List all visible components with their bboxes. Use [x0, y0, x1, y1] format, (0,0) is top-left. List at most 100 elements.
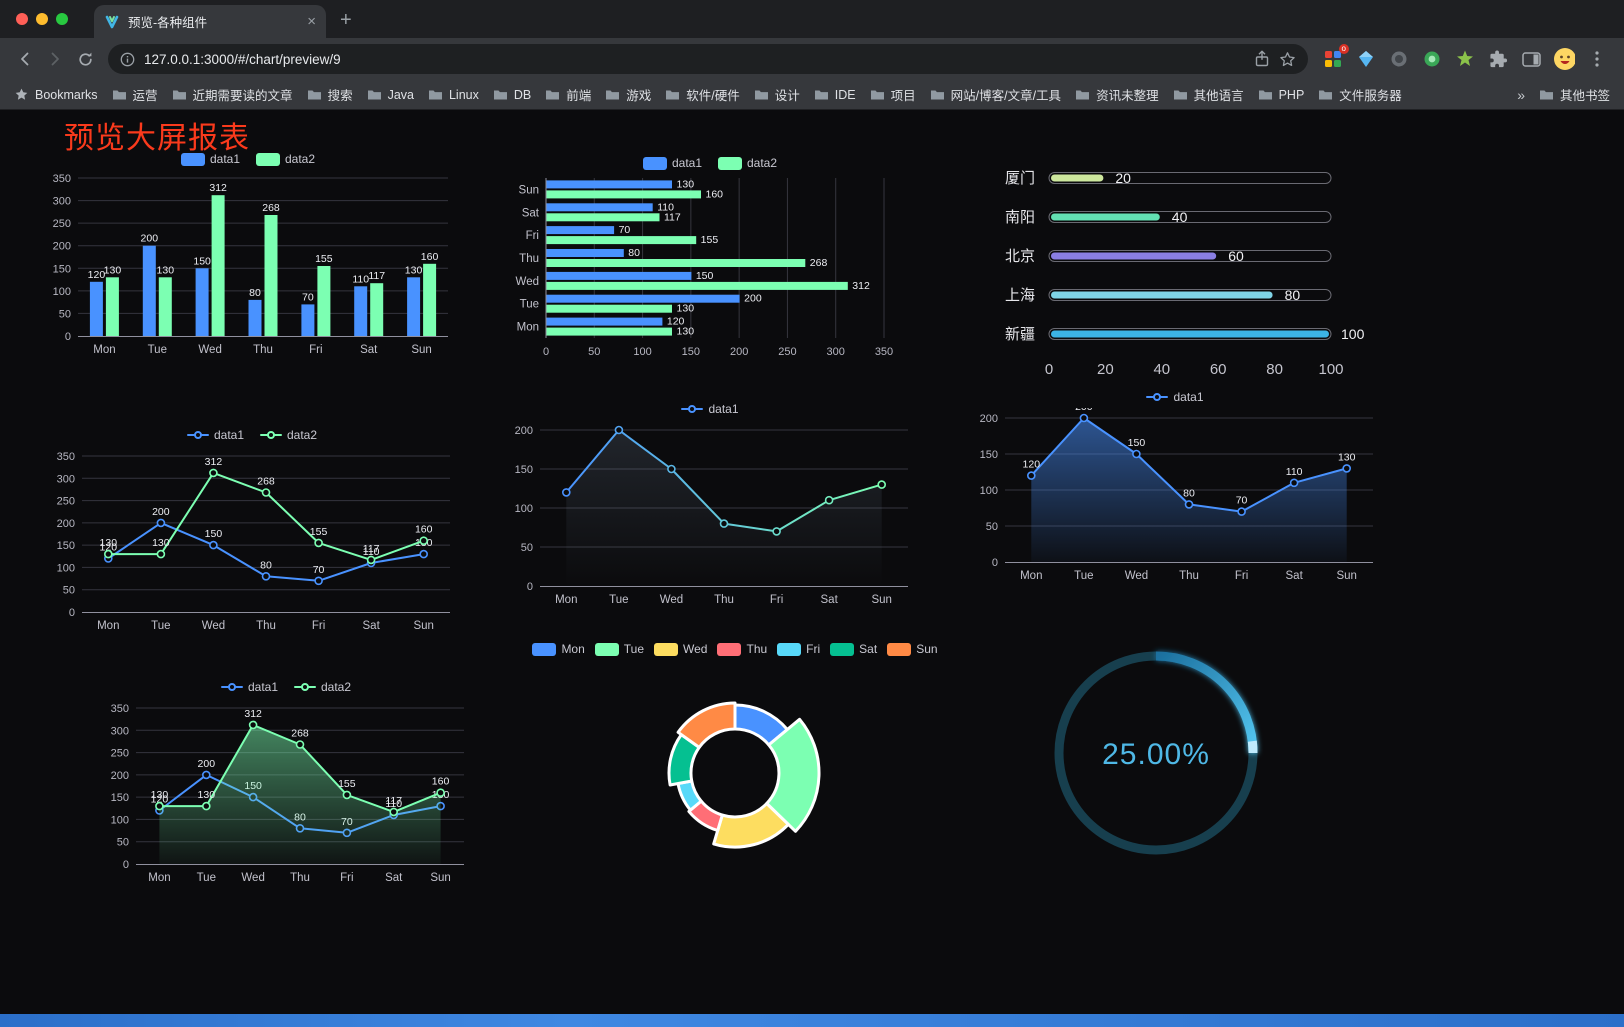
bookmark-folder[interactable]: DB — [493, 88, 531, 102]
close-window-button[interactable] — [16, 13, 28, 25]
area-line-chart[interactable]: data1 0 50 100 150 200 Mon Tue Wed Thu Fri Sat Sun 12… — [965, 386, 1385, 586]
extension-green-star-icon[interactable] — [1454, 48, 1476, 70]
horizontal-bar-chart[interactable]: data1 data2 0 50 100 150 200 250 300 350 Mon Tue Wed… — [500, 152, 920, 364]
svg-text:350: 350 — [53, 173, 71, 185]
legend-item-Sat[interactable]: Sat — [830, 642, 877, 656]
bookmark-folder[interactable]: 网站/博客/文章/工具 — [930, 85, 1061, 104]
folder-icon — [606, 90, 620, 100]
bookmark-folder[interactable]: 搜索 — [307, 85, 353, 104]
extensions-puzzle-icon[interactable] — [1487, 48, 1509, 70]
legend-item-data2[interactable]: data2 — [260, 428, 317, 442]
new-tab-button[interactable]: + — [340, 9, 352, 31]
bookmark-folder[interactable]: 其他语言 — [1173, 85, 1244, 104]
dual-line-area-chart[interactable]: data1 data2 0 50 100 150 200 250 300 350 Mon Tue Wed… — [96, 676, 476, 888]
bookmark-folder[interactable]: 前端 — [545, 85, 591, 104]
page-title: 预览大屏报表 — [64, 122, 250, 155]
minimize-window-button[interactable] — [36, 13, 48, 25]
extension-gem-icon[interactable] — [1355, 48, 1377, 70]
bookmarks-overflow-chevron[interactable]: » — [1517, 86, 1525, 103]
extension-sphere-icon[interactable] — [1388, 48, 1410, 70]
bookmark-star-icon[interactable] — [1279, 51, 1296, 68]
svg-text:50: 50 — [521, 542, 533, 554]
svg-text:Sun: Sun — [1336, 570, 1356, 582]
url-text[interactable]: 127.0.0.1:3000/#/chart/preview/9 — [144, 51, 341, 67]
site-info-icon[interactable] — [120, 52, 135, 67]
svg-text:160: 160 — [706, 188, 724, 200]
pie-slice-Sun[interactable] — [676, 701, 737, 749]
other-bookmarks[interactable]: 其他书签 — [1539, 85, 1610, 104]
svg-text:120: 120 — [667, 316, 685, 328]
legend-item-data1[interactable]: data1 — [180, 152, 240, 166]
hbar-data1-Sun — [546, 180, 672, 189]
bookmark-folder[interactable]: 运营 — [112, 85, 158, 104]
legend-item-Wed[interactable]: Wed — [654, 642, 707, 656]
pie-slice-Wed[interactable] — [712, 802, 790, 849]
svg-text:100: 100 — [633, 346, 651, 358]
tab-close-icon[interactable]: × — [307, 13, 316, 30]
legend-item-data1[interactable]: data1 — [186, 428, 244, 442]
browser-tab[interactable]: 预览-各种组件 × — [94, 5, 326, 38]
bookmark-folder[interactable]: IDE — [814, 88, 856, 102]
grouped-bar-chart[interactable]: data1 data2 0 50 100 150 200 250 300 350 Mon Tue Wed… — [38, 148, 458, 362]
profile-avatar[interactable] — [1553, 48, 1575, 70]
gradient-line-chart[interactable]: data1 0 50 100 150 200 Mon Tue Wed Thu Fri Sat Sun — [500, 398, 920, 610]
legend-item-data1[interactable]: data1 — [681, 402, 739, 416]
svg-text:150: 150 — [682, 346, 700, 358]
point-data1-Fri — [1237, 507, 1246, 516]
bookmark-folder[interactable]: 项目 — [870, 85, 916, 104]
back-button[interactable] — [10, 44, 40, 74]
legend-item-Thu[interactable]: Thu — [717, 642, 767, 656]
zoom-window-button[interactable] — [56, 13, 68, 25]
svg-text:250: 250 — [53, 218, 71, 230]
point-data1-Wed — [209, 540, 218, 550]
svg-text:130: 130 — [677, 178, 695, 190]
bookmark-folder[interactable]: 资讯未整理 — [1075, 85, 1159, 104]
point-data2-Thu — [295, 740, 305, 749]
point-data1-Sun — [1342, 464, 1352, 473]
bookmark-bookmarks[interactable]: Bookmarks — [14, 87, 98, 102]
bookmark-folder[interactable]: Java — [367, 88, 414, 102]
legend-item-Tue[interactable]: Tue — [594, 642, 644, 656]
rose-donut-chart[interactable]: Mon Tue Wed Thu Fri Sat Sun — [520, 638, 950, 898]
reload-button[interactable] — [70, 44, 100, 74]
svg-text:Fri: Fri — [526, 230, 539, 242]
menu-dots-icon[interactable] — [1586, 48, 1608, 70]
legend-item-data1[interactable]: data1 — [1146, 390, 1204, 404]
svg-text:Wed: Wed — [1125, 570, 1148, 582]
legend-item-data2[interactable]: data2 — [294, 680, 351, 694]
bookmark-folder[interactable]: Linux — [428, 88, 479, 102]
legend-item-Mon[interactable]: Mon — [532, 642, 585, 656]
share-icon[interactable] — [1254, 50, 1270, 68]
legend-item-Sun[interactable]: Sun — [887, 642, 938, 656]
svg-text:130: 130 — [100, 537, 118, 549]
pie-slice-Tue[interactable] — [765, 717, 821, 833]
bookmark-folder[interactable]: 软件/硬件 — [665, 85, 740, 104]
svg-text:Fri: Fri — [770, 594, 783, 606]
address-bar[interactable]: 127.0.0.1:3000/#/chart/preview/9 — [108, 44, 1308, 74]
capsule-progress-chart[interactable]: 厦门 20 南阳 40 北京 60 上海 80 新疆 100 0 20 40 60 80 100 — [965, 156, 1385, 384]
legend-item-data2[interactable]: data2 — [256, 152, 315, 166]
svg-text:312: 312 — [205, 456, 223, 468]
bookmark-folder[interactable]: 设计 — [754, 85, 800, 104]
svg-text:60: 60 — [1228, 248, 1244, 264]
svg-text:Thu: Thu — [519, 253, 539, 265]
extension-green-circle-icon[interactable] — [1421, 48, 1443, 70]
legend-item-data1[interactable]: data1 — [642, 156, 702, 170]
legend-item-data2[interactable]: data2 — [718, 156, 777, 170]
dual-line-chart[interactable]: data1 data2 0 50 100 150 200 250 300 350 Mon Tue Wed… — [42, 424, 462, 636]
pie-slice-Fri[interactable] — [676, 779, 703, 812]
legend-item-data1[interactable]: data1 — [220, 680, 278, 694]
svg-text:Fri: Fri — [312, 620, 325, 632]
bookmark-folder[interactable]: PHP — [1258, 88, 1304, 102]
bookmark-folder[interactable]: 文件服务器 — [1318, 85, 1402, 104]
toolbar-right-icons: o — [1316, 44, 1614, 70]
bookmark-folder[interactable]: 近期需要读的文章 — [172, 85, 293, 104]
svg-text:80: 80 — [1285, 287, 1301, 303]
extension-grid-icon[interactable]: o — [1322, 44, 1349, 70]
forward-button[interactable] — [40, 44, 70, 74]
svg-text:250: 250 — [778, 346, 796, 358]
bookmark-folder[interactable]: 游戏 — [605, 85, 651, 104]
side-panel-icon[interactable] — [1520, 48, 1542, 70]
progress-gauge-chart[interactable]: 25.00% — [1034, 631, 1278, 875]
legend-item-Fri[interactable]: Fri — [777, 642, 820, 656]
